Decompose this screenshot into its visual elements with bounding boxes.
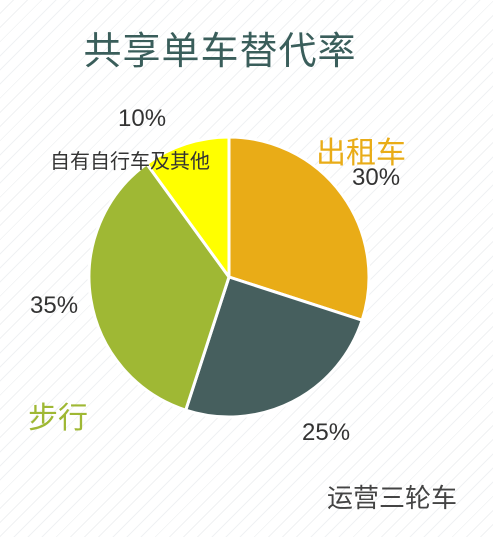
category-label-walking: 步行 — [28, 401, 88, 436]
value-label-walking: 35% — [30, 292, 79, 319]
category-label-taxi: 出租车 — [316, 136, 406, 171]
slice-own-bike — [145, 135, 231, 279]
slice-walking — [87, 162, 231, 412]
slice-taxi — [227, 135, 371, 322]
value-label-taxi: 30% — [352, 164, 401, 191]
slice-tricycle — [184, 275, 364, 419]
value-label-tricycle: 25% — [302, 419, 351, 446]
category-label-own-bike: 自有自行车及其他 — [50, 149, 210, 173]
value-label-own-bike: 10% — [118, 105, 167, 132]
chart-title: 共享单车替代率 — [83, 29, 357, 73]
category-label-tricycle: 运营三轮车 — [327, 484, 458, 514]
